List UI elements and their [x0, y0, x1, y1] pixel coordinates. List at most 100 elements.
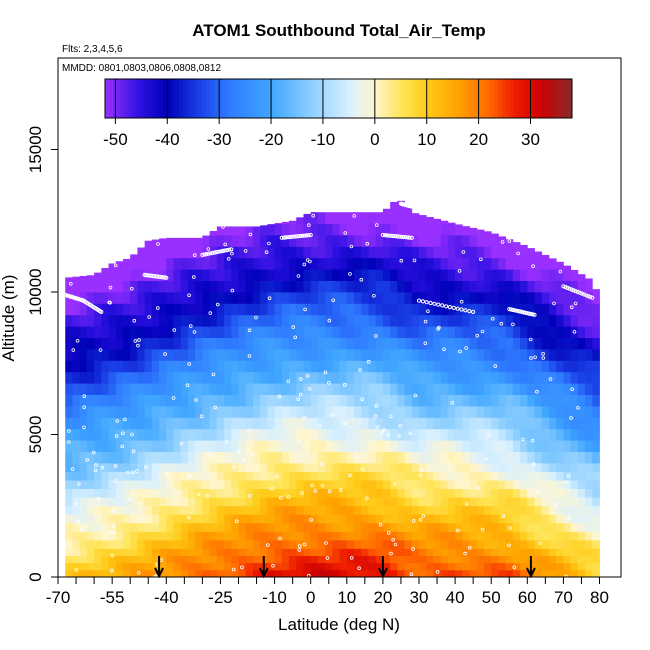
heatmap-cell — [382, 555, 391, 564]
track-marker — [293, 335, 298, 340]
track-marker — [308, 259, 312, 264]
heatmap-cell — [260, 548, 268, 557]
heatmap-cell — [491, 471, 499, 481]
heatmap-cell — [144, 440, 153, 452]
heatmap-cell — [375, 548, 384, 557]
track-marker — [458, 349, 462, 354]
heatmap-cell — [498, 562, 507, 571]
track-marker — [206, 251, 211, 256]
heatmap-cell — [151, 463, 160, 472]
heatmap-cell — [144, 240, 153, 247]
heatmap-cell — [520, 539, 528, 549]
heatmap-cell — [144, 371, 153, 384]
colorbar-swatch — [120, 79, 125, 118]
heatmap-cell — [419, 471, 427, 481]
heatmap-cell — [483, 371, 492, 384]
heatmap-cell — [238, 349, 247, 361]
heatmap-cell — [419, 292, 427, 304]
heatmap-cell — [491, 235, 499, 247]
heatmap-cell — [79, 562, 88, 571]
heatmap-cell — [137, 471, 146, 481]
heatmap-cell — [455, 555, 463, 564]
heatmap-cell — [159, 257, 167, 270]
heatmap-cell — [390, 562, 398, 571]
heatmap-cell — [455, 383, 463, 395]
heatmap-cell — [577, 280, 586, 293]
heatmap-cell — [577, 371, 586, 384]
heatmap-cell — [505, 371, 514, 384]
heatmap-cell — [520, 269, 528, 281]
heatmap-cell — [556, 463, 564, 472]
heatmap-cell — [317, 257, 326, 270]
heatmap-cell — [419, 539, 427, 549]
heatmap-cell — [419, 480, 427, 490]
heatmap-cell — [303, 223, 312, 236]
heatmap-cell — [382, 488, 391, 498]
heatmap-cell — [238, 406, 247, 418]
heatmap-cell — [433, 548, 442, 557]
colorbar-tick-label: -10 — [311, 130, 336, 149]
heatmap-cell — [252, 280, 261, 293]
heatmap-cell — [216, 417, 225, 430]
heatmap-cell — [303, 428, 312, 441]
heatmap-cell — [462, 326, 470, 338]
heatmap-cell — [267, 548, 275, 557]
heatmap-cell — [455, 417, 463, 430]
heatmap-cell — [585, 555, 593, 564]
heatmap-cell — [79, 349, 88, 361]
heatmap-cell — [180, 394, 189, 407]
heatmap-cell — [592, 471, 600, 481]
track-marker — [389, 233, 394, 238]
heatmap-cell — [498, 480, 507, 490]
heatmap-cell — [339, 451, 348, 464]
heatmap-cell — [419, 337, 427, 350]
heatmap-cell — [382, 371, 391, 384]
heatmap-cell — [339, 548, 348, 557]
heatmap-cell — [332, 257, 340, 270]
heatmap-cell — [202, 360, 211, 373]
heatmap-cell — [382, 522, 391, 532]
heatmap-cell — [397, 269, 405, 281]
heatmap-cell — [534, 292, 543, 304]
heatmap-cell — [159, 349, 167, 361]
heatmap-cell — [122, 349, 131, 361]
heatmap-cell — [195, 531, 203, 541]
colorbar-swatch — [544, 79, 550, 118]
heatmap-cell — [303, 371, 312, 384]
heatmap-cell — [187, 337, 196, 350]
heatmap-cell — [289, 280, 297, 293]
heatmap-cell — [231, 539, 239, 549]
heatmap-cell — [512, 463, 521, 472]
heatmap-cell — [592, 383, 600, 395]
heatmap-cell — [585, 278, 593, 281]
heatmap-cell — [440, 303, 449, 316]
heatmap-cell — [491, 292, 499, 304]
heatmap-cell — [433, 505, 442, 515]
heatmap-cell — [310, 235, 319, 247]
heatmap-cell — [195, 337, 203, 350]
heatmap-cell — [122, 555, 131, 564]
heatmap-cell — [65, 326, 73, 338]
heatmap-cell — [404, 480, 413, 490]
heatmap-cell — [585, 280, 593, 293]
heatmap-cell — [332, 514, 340, 524]
heatmap-cell — [361, 280, 369, 293]
heatmap-cell — [65, 417, 73, 430]
heatmap-cell — [534, 505, 543, 515]
heatmap-cell — [79, 417, 88, 430]
heatmap-cell — [563, 417, 572, 430]
heatmap-cell — [520, 360, 528, 373]
track-marker — [211, 372, 216, 377]
heatmap-cell — [151, 239, 160, 247]
heatmap-cell — [151, 497, 160, 507]
heatmap-cell — [505, 326, 514, 338]
heatmap-cell — [332, 522, 340, 532]
track-marker — [230, 251, 234, 256]
track-marker — [77, 482, 81, 486]
heatmap-cell — [260, 488, 268, 498]
heatmap-cell — [447, 428, 456, 441]
heatmap-cell — [137, 440, 146, 452]
heatmap-cell — [115, 514, 124, 524]
heatmap-cell — [346, 417, 355, 430]
